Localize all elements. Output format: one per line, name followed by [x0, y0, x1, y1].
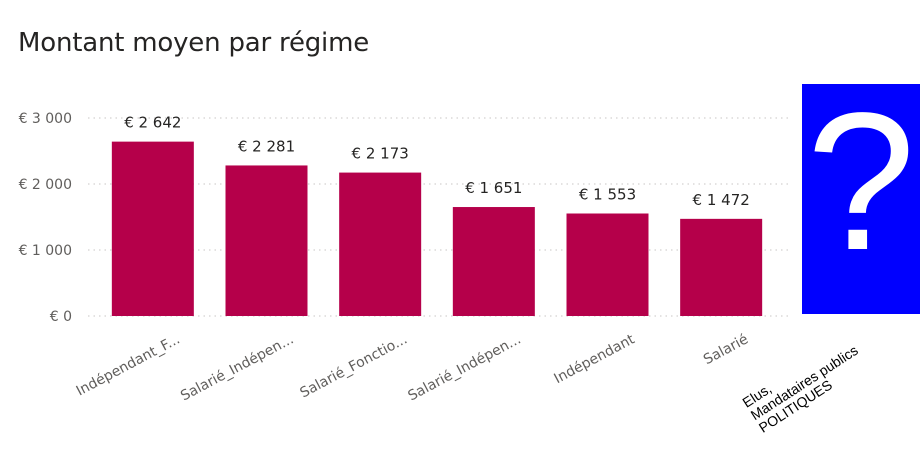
bar [452, 207, 535, 316]
y-tick-label: € 0 [50, 309, 72, 325]
data-label: € 2 173 [352, 145, 409, 163]
x-tick-label: Salarié_Indépen... [405, 331, 523, 404]
x-tick-label: Salarié_Fonctio... [298, 331, 411, 401]
y-tick-label: € 3 000 [19, 111, 72, 127]
bar [339, 172, 422, 316]
question-mark-icon: ? [806, 84, 916, 291]
x-tick-label: Salarié_Indépen... [178, 331, 296, 404]
bar [111, 141, 194, 316]
x-tick-label: Indépendant_F... [74, 331, 183, 399]
data-label: € 2 642 [124, 114, 181, 132]
chart-title: Montant moyen par régime [18, 28, 369, 58]
data-label: € 1 472 [693, 191, 750, 209]
y-tick-label: € 1 000 [19, 243, 72, 259]
bar [566, 213, 649, 316]
data-label: € 1 553 [579, 186, 636, 204]
question-mark-overlay: ? [802, 84, 920, 314]
y-tick-label: € 2 000 [19, 177, 72, 193]
data-label: € 1 651 [465, 179, 522, 197]
bar [225, 165, 308, 316]
x-tick-label: Salarié [701, 331, 751, 368]
data-label: € 2 281 [238, 137, 295, 155]
x-tick-label: Indépendant [552, 331, 638, 387]
bar [680, 218, 763, 316]
